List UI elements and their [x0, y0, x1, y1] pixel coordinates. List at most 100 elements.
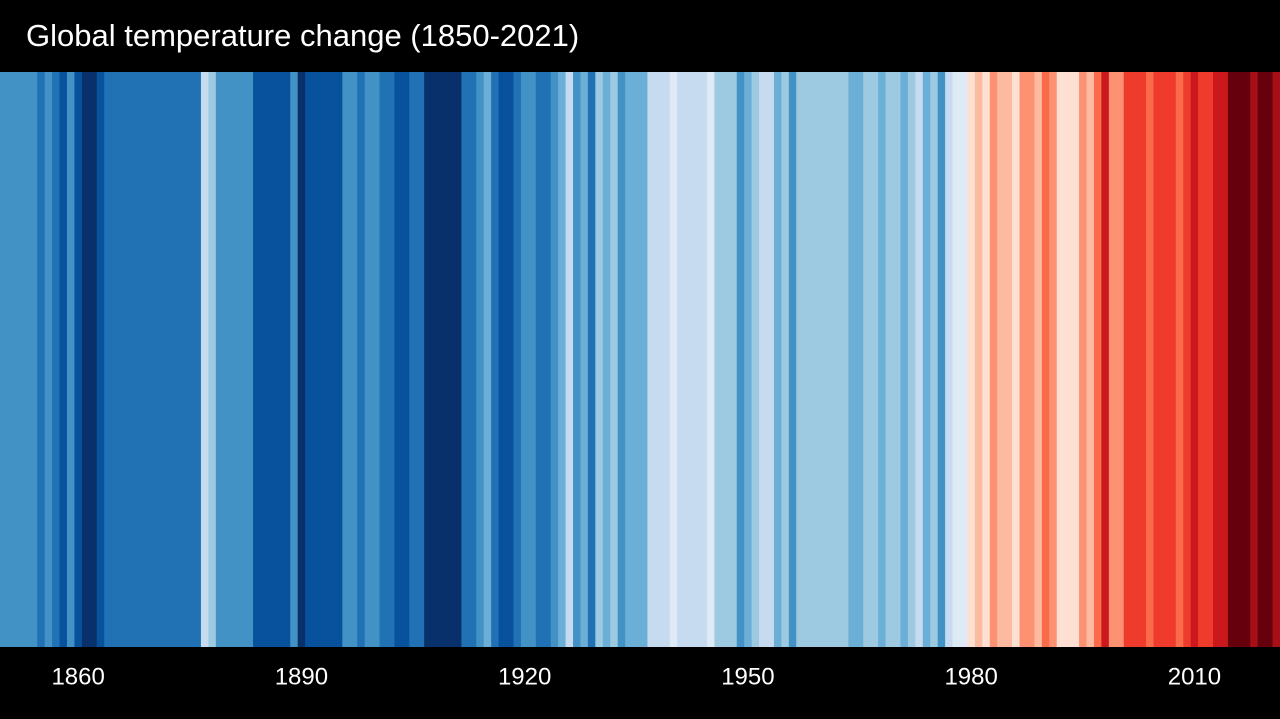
stripe [654, 72, 663, 647]
stripe [453, 72, 462, 647]
stripe [1123, 72, 1132, 647]
stripe [1242, 72, 1251, 647]
stripe [528, 72, 537, 647]
stripe [1026, 72, 1036, 647]
stripe [89, 72, 98, 647]
stripe [1108, 72, 1117, 647]
stripe [602, 72, 611, 647]
stripe [662, 72, 671, 647]
stripe [625, 72, 634, 647]
stripe [282, 72, 291, 647]
stripe [1265, 72, 1274, 647]
stripe [550, 72, 559, 647]
stripe [1257, 72, 1266, 647]
stripe [327, 72, 336, 647]
stripe [1190, 72, 1199, 647]
stripe [1160, 72, 1169, 647]
stripe [617, 72, 626, 647]
stripe [126, 72, 135, 647]
stripe [171, 72, 180, 647]
stripe [848, 72, 857, 647]
stripe [573, 72, 582, 647]
stripe [826, 72, 835, 647]
stripe [1168, 72, 1177, 647]
stripe [386, 72, 396, 647]
stripe [483, 72, 492, 647]
stripe [238, 72, 247, 647]
stripe [297, 72, 306, 647]
stripe [1138, 72, 1147, 647]
stripe [424, 72, 433, 647]
stripe [714, 72, 723, 647]
stripe [1034, 72, 1043, 647]
stripe [334, 72, 343, 647]
stripe [253, 72, 262, 647]
stripe [1116, 72, 1125, 647]
stripe [855, 72, 864, 647]
stripe [1146, 72, 1155, 647]
stripe [379, 72, 388, 647]
stripe [1093, 72, 1102, 647]
stripe [416, 72, 425, 647]
stripe [513, 72, 522, 647]
stripe [7, 72, 16, 647]
stripe [922, 72, 931, 647]
stripe [1198, 72, 1207, 647]
stripe [372, 72, 381, 647]
stripe [773, 72, 782, 647]
stripe [893, 72, 902, 647]
stripe [200, 72, 209, 647]
stripe [744, 72, 753, 647]
stripe [982, 72, 991, 647]
stripe [66, 72, 76, 647]
stripe [111, 72, 120, 647]
stripe [915, 72, 924, 647]
stripe [1056, 72, 1065, 647]
stripe [610, 72, 619, 647]
stripe [290, 72, 299, 647]
stripe [974, 72, 983, 647]
stripe [930, 72, 939, 647]
stripe [640, 72, 649, 647]
stripe [1183, 72, 1192, 647]
stripe [781, 72, 790, 647]
stripe [275, 72, 284, 647]
stripe [1235, 72, 1244, 647]
stripe [587, 72, 596, 647]
stripe [1227, 72, 1236, 647]
stripe [223, 72, 232, 647]
stripe [1019, 72, 1028, 647]
x-tick-label: 1920 [498, 663, 551, 690]
stripe [476, 72, 485, 647]
stripe [267, 72, 276, 647]
stripe [1086, 72, 1095, 647]
stripe [706, 72, 716, 647]
stripe [506, 72, 515, 647]
stripe [684, 72, 693, 647]
stripe [364, 72, 373, 647]
stripe [1213, 72, 1222, 647]
stripes [0, 72, 1280, 647]
stripe [37, 72, 46, 647]
stripe [446, 72, 455, 647]
stripe [967, 72, 976, 647]
x-tick-label: 1950 [721, 663, 774, 690]
stripe [312, 72, 321, 647]
stripe [669, 72, 678, 647]
stripe [439, 72, 448, 647]
stripe [535, 72, 544, 647]
chart-title: Global temperature change (1850-2021) [26, 18, 579, 53]
stripe [133, 72, 142, 647]
stripe [945, 72, 954, 647]
stripe [245, 72, 254, 647]
stripe [1220, 72, 1229, 647]
stripe [104, 72, 113, 647]
x-tick-label: 1980 [944, 663, 997, 690]
x-tick-label: 1860 [51, 663, 104, 690]
stripe [796, 72, 805, 647]
stripe [960, 72, 969, 647]
stripe [193, 72, 202, 647]
stripe [647, 72, 656, 647]
stripe [29, 72, 38, 647]
